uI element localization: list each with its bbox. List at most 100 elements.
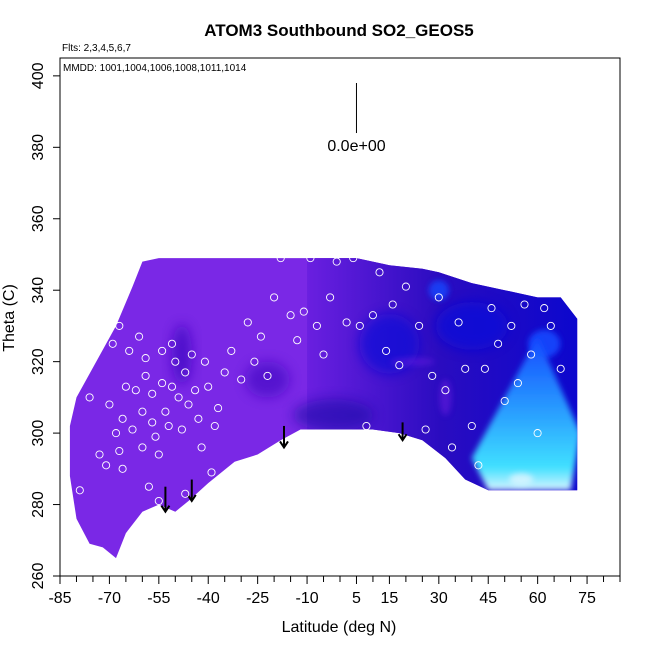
observation-point <box>158 379 167 388</box>
observation-point <box>428 371 437 380</box>
observation-point <box>520 300 529 309</box>
y-tick-label: 380 <box>30 134 47 161</box>
observation-point <box>299 307 308 316</box>
observation-point <box>441 386 450 395</box>
x-tick-label: -40 <box>197 590 220 607</box>
observation-point <box>161 407 170 416</box>
y-tick-label: 320 <box>30 348 47 375</box>
observation-point <box>148 389 157 398</box>
field-purple-streak <box>390 357 435 366</box>
observation-point <box>128 425 137 434</box>
x-axis-label: Latitude (deg N) <box>282 619 397 636</box>
observation-point <box>194 414 203 423</box>
observation-point <box>102 461 111 470</box>
y-tick-label: 300 <box>30 420 47 447</box>
observation-point <box>210 421 219 431</box>
x-tick-label: 30 <box>430 590 448 607</box>
observation-point <box>227 346 236 355</box>
observation-point <box>480 364 489 373</box>
curtain-field <box>69 258 578 559</box>
observation-point <box>158 346 167 355</box>
observation-point <box>494 339 503 348</box>
observation-point <box>214 404 223 413</box>
x-tick-label: 75 <box>578 590 596 607</box>
observation-point <box>243 318 252 327</box>
wind-arrow <box>279 425 289 450</box>
observation-point <box>95 450 104 459</box>
observation-point <box>220 368 229 377</box>
observation-point <box>115 321 124 330</box>
observation-point <box>200 357 209 366</box>
observation-point <box>85 393 94 402</box>
observation-point <box>111 429 121 438</box>
observation-point <box>408 257 417 266</box>
observation-point <box>187 350 196 359</box>
observation-point <box>454 318 463 327</box>
observation-point <box>415 321 424 330</box>
observation-point <box>144 482 153 491</box>
observation-point <box>177 425 186 434</box>
observation-point <box>204 382 213 391</box>
observation-point <box>388 300 397 309</box>
observation-point <box>125 346 134 355</box>
observation-point <box>263 371 272 380</box>
observation-point <box>154 496 163 506</box>
observation-point <box>467 421 476 431</box>
field-plume-core <box>509 473 534 486</box>
observation-point <box>306 254 315 263</box>
observation-point <box>546 321 555 330</box>
observation-point <box>349 254 358 263</box>
observation-point <box>164 421 173 431</box>
observation-point <box>293 336 302 345</box>
observation-point <box>250 357 259 366</box>
x-tick-label: -55 <box>147 590 170 607</box>
x-tick-label: -85 <box>48 590 71 607</box>
observation-point <box>191 386 200 395</box>
y-tick-label: 280 <box>30 491 47 518</box>
observation-point <box>434 293 443 302</box>
y-tick-label: 400 <box>30 62 47 89</box>
y-tick-label: 260 <box>30 563 47 590</box>
observation-point <box>401 282 410 291</box>
observation-point <box>237 375 246 384</box>
observation-point <box>181 368 190 377</box>
observation-point <box>184 400 193 409</box>
chart-title: ATOM3 Southbound SO2_GEOS5 <box>204 21 474 40</box>
scale-label: 0.0e+00 <box>327 138 385 155</box>
observation-point <box>131 386 140 395</box>
observation-point <box>342 318 351 327</box>
wind-arrow <box>397 422 408 443</box>
x-tick-label: 5 <box>352 590 361 607</box>
observation-point <box>207 468 216 477</box>
flights-label: Flts: 2,3,4,5,6,7 <box>62 43 131 54</box>
y-tick-label: 360 <box>30 205 47 232</box>
x-tick-label: 60 <box>529 590 547 607</box>
observation-point <box>368 311 377 320</box>
observation-point <box>533 429 542 438</box>
wind-arrows <box>160 422 408 514</box>
observation-point <box>286 311 295 320</box>
observation-point <box>375 268 384 277</box>
wind-arrow <box>160 486 171 514</box>
observation-point <box>312 321 321 330</box>
observation-point <box>118 464 127 473</box>
observation-point <box>507 321 516 330</box>
y-axis: 260 280 300 320 340 360 380 400 <box>30 62 60 589</box>
observation-point <box>75 486 84 495</box>
observation-point <box>154 450 163 459</box>
observation-point <box>362 421 371 431</box>
observation-point <box>148 418 157 427</box>
dates-label: MMDD: 1001,1004,1006,1008,1011,1014 <box>63 63 247 74</box>
field-purple-streak <box>439 379 452 416</box>
wind-arrow <box>186 479 197 503</box>
observation-point <box>395 361 404 370</box>
observation-point <box>181 489 190 498</box>
observation-point <box>500 396 509 406</box>
observation-point <box>108 339 117 348</box>
observation-point <box>270 293 279 302</box>
y-tick-label: 340 <box>30 277 47 304</box>
observation-point <box>135 332 144 341</box>
observation-point <box>115 446 124 456</box>
observation-point <box>138 407 147 416</box>
observation-point <box>118 414 127 423</box>
